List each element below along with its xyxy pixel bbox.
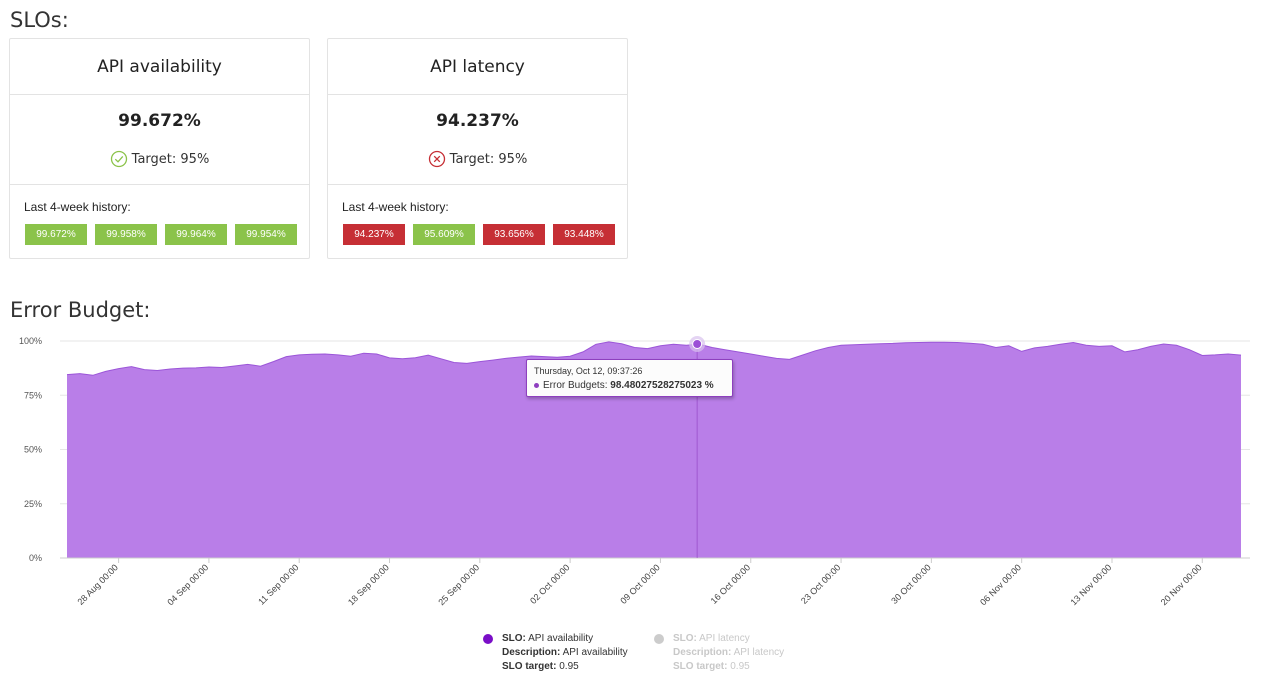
legend-desc: API availability xyxy=(562,647,628,658)
slo-card-api-latency: API latency 94.237% Target: 95% Last 4-w… xyxy=(327,38,628,259)
history-badge: 99.954% xyxy=(235,224,297,245)
legend-item-api-latency[interactable]: SLO: API latency Description: API latenc… xyxy=(654,632,784,674)
y-tick-label: 25% xyxy=(24,499,42,509)
history-badge: 93.656% xyxy=(483,224,545,245)
x-tick-label: 25 Sep 00:00 xyxy=(436,562,481,607)
area-series-api-availability xyxy=(67,341,1241,558)
tooltip-label: Error Budgets: xyxy=(543,380,608,391)
history-badge: 99.958% xyxy=(95,224,157,245)
series-dot-icon xyxy=(534,383,539,388)
check-circle-icon xyxy=(110,150,127,168)
card-title: API latency xyxy=(328,39,627,95)
history-badges: 94.237% 95.609% 93.656% 93.448% xyxy=(343,224,615,245)
x-tick-label: 11 Sep 00:00 xyxy=(256,562,300,606)
tooltip-date: Thursday, Oct 12, 09:37:26 xyxy=(534,366,643,376)
history-label: Last 4-week history: xyxy=(342,200,449,214)
legend-key: SLO: xyxy=(673,633,697,644)
slo-card-api-availability: API availability 99.672% Target: 95% Las… xyxy=(9,38,310,259)
legend-marker-icon xyxy=(483,634,493,644)
y-tick-label: 75% xyxy=(24,390,42,400)
target-row: Target: 95% xyxy=(10,150,309,168)
legend-item-api-availability[interactable]: SLO: API availability Description: API a… xyxy=(483,632,628,674)
x-tick-label: 02 Oct 00:00 xyxy=(528,562,572,606)
legend-key: SLO target: xyxy=(502,661,557,672)
history-badge: 95.609% xyxy=(413,224,475,245)
x-tick-label: 09 Oct 00:00 xyxy=(618,562,662,606)
legend-target: 0.95 xyxy=(730,661,750,672)
x-tick-label: 20 Nov 00:00 xyxy=(1159,562,1204,607)
x-tick-label: 30 Oct 00:00 xyxy=(889,562,933,606)
hover-point xyxy=(692,339,703,349)
history-badges: 99.672% 99.958% 99.964% 99.954% xyxy=(25,224,297,245)
x-circle-icon xyxy=(428,150,445,168)
tooltip-value: 98.48027528275023 % xyxy=(610,380,714,391)
legend-desc: API latency xyxy=(733,647,785,658)
x-tick-label: 04 Sep 00:00 xyxy=(165,562,210,607)
target-text: Target: 95% xyxy=(449,151,528,167)
history-badge: 99.672% xyxy=(25,224,87,245)
legend-slo: API availability xyxy=(528,633,594,644)
history-badge: 99.964% xyxy=(165,224,227,245)
slos-title: SLOs: xyxy=(10,8,69,32)
chart-tooltip: Thursday, Oct 12, 09:37:26 Error Budgets… xyxy=(526,359,733,397)
y-tick-label: 100% xyxy=(19,336,42,346)
x-tick-label: 23 Oct 00:00 xyxy=(799,562,843,606)
slo-value: 94.237% xyxy=(436,111,519,131)
x-tick-label: 13 Nov 00:00 xyxy=(1068,562,1113,607)
history-badge: 94.237% xyxy=(343,224,405,245)
legend-slo: API latency xyxy=(699,633,750,644)
error-budget-chart[interactable]: 100% 75% 50% 25% 0% 28 Aug 00:00 04 Sep 00:00 1… xyxy=(0,325,1263,625)
history-label: Last 4-week history: xyxy=(24,200,131,214)
error-budget-title: Error Budget: xyxy=(10,298,151,322)
x-tick-label: 06 Nov 00:00 xyxy=(978,562,1023,607)
y-tick-label: 0% xyxy=(29,553,42,563)
y-tick-label: 50% xyxy=(24,445,42,455)
legend-key: Description: xyxy=(673,647,732,658)
slo-value: 99.672% xyxy=(118,111,201,131)
x-tick-label: 18 Sep 00:00 xyxy=(346,562,391,607)
history-badge: 93.448% xyxy=(553,224,615,245)
target-row: Target: 95% xyxy=(328,150,627,168)
x-tick-label: 28 Aug 00:00 xyxy=(75,562,120,607)
card-title: API availability xyxy=(10,39,309,95)
legend-key: SLO target: xyxy=(673,661,728,672)
line-series-api-availability xyxy=(66,341,1242,376)
legend-key: Description: xyxy=(502,647,561,658)
legend-marker-icon xyxy=(654,634,664,644)
legend-key: SLO: xyxy=(502,633,526,644)
legend-target: 0.95 xyxy=(559,661,579,672)
x-tick-label: 16 Oct 00:00 xyxy=(709,562,753,606)
target-text: Target: 95% xyxy=(131,151,210,167)
